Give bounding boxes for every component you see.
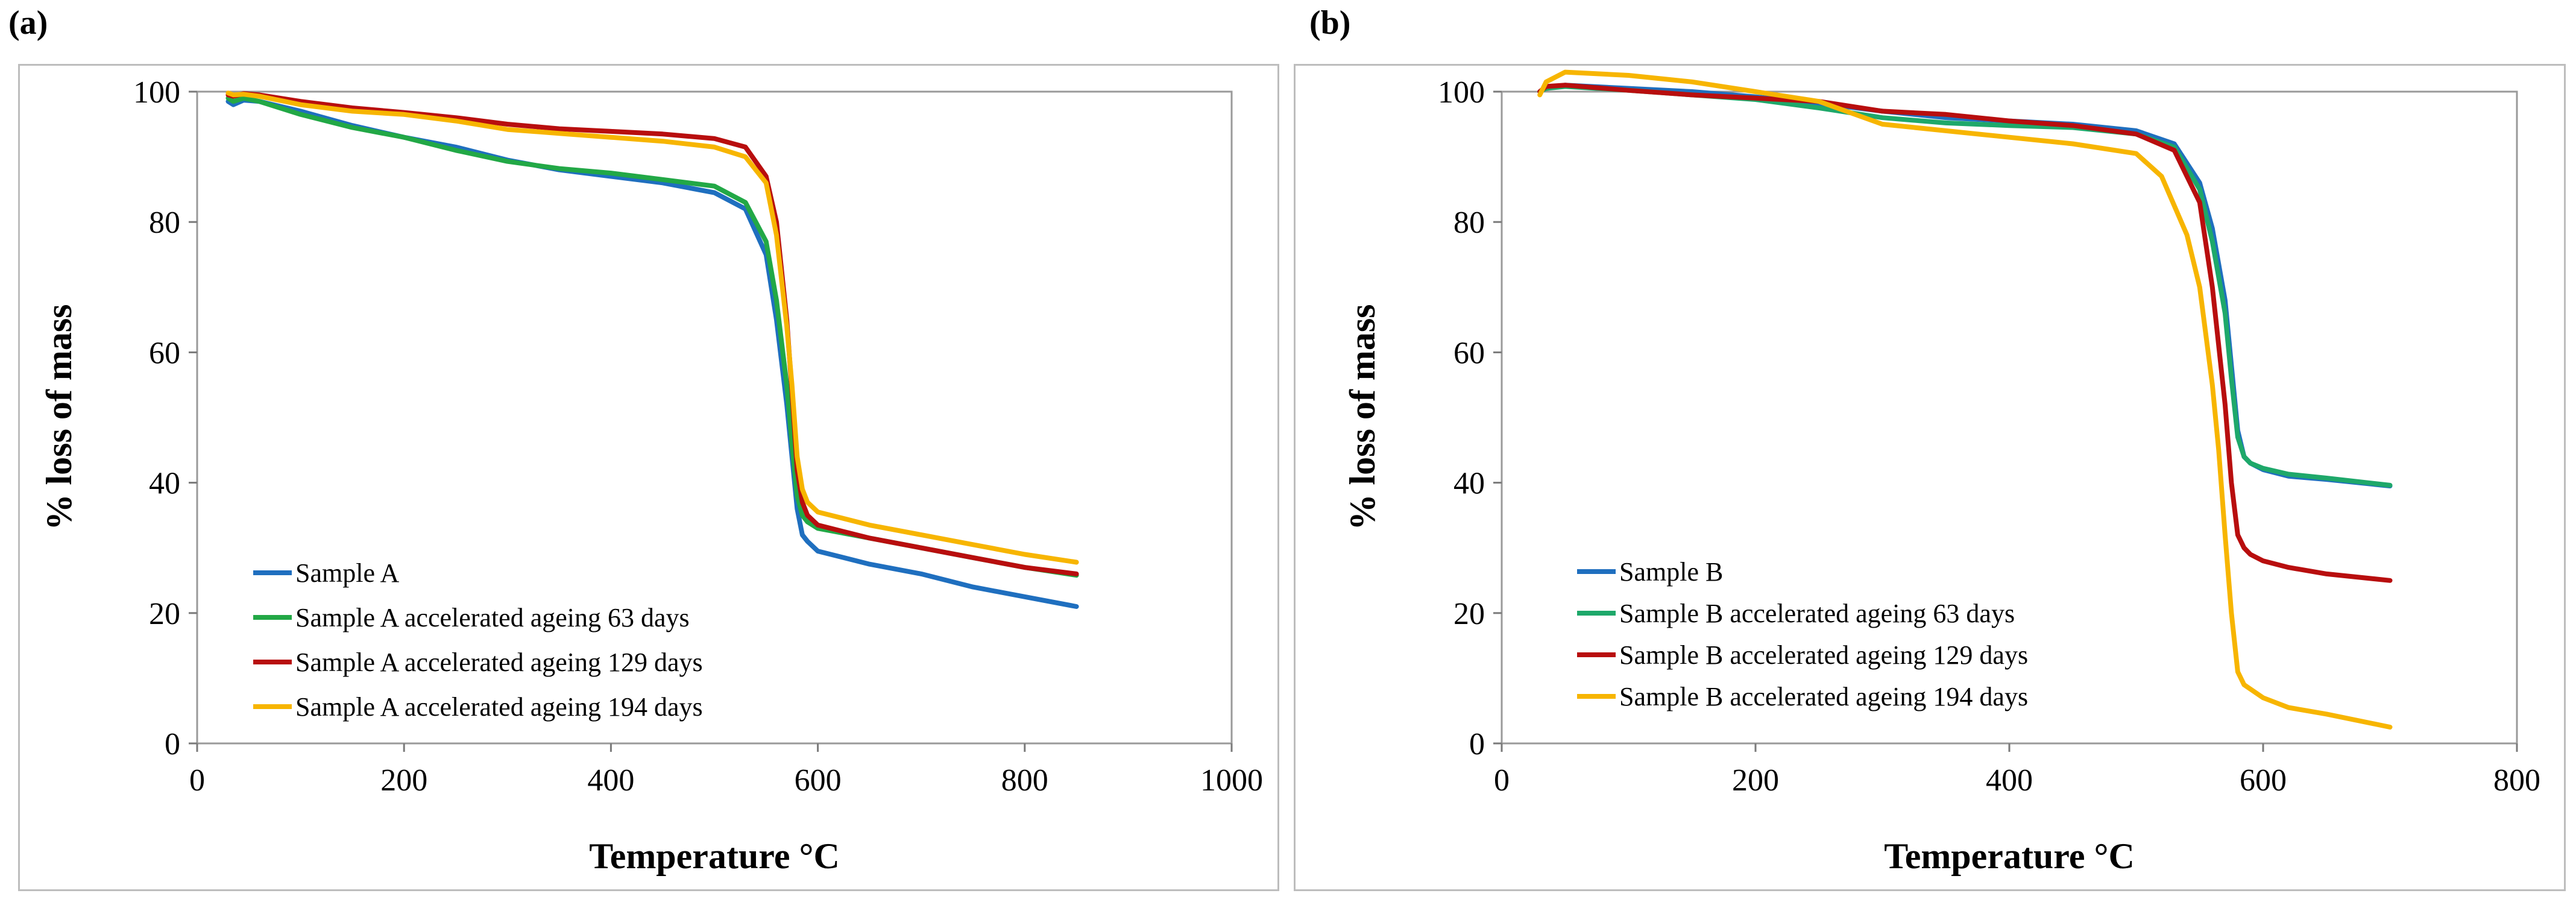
legend-label: Sample A — [295, 558, 400, 588]
y-tick-label: 100 — [1438, 75, 1485, 110]
series-line-3 — [225, 91, 1079, 576]
x-tick-label: 800 — [2493, 763, 2540, 798]
chart-a: 0 200 400 600 800 1000 0 20 40 60 80 100 Temperature… — [39, 75, 1263, 876]
y-tick-label: 80 — [149, 206, 180, 240]
legend-label: Sample B accelerated ageing 63 days — [1619, 599, 2015, 628]
x-tick-label: 1000 — [1200, 763, 1263, 798]
legend-label: Sample A accelerated ageing 194 days — [295, 692, 703, 722]
x-tick-label: 600 — [795, 763, 842, 798]
panel-label-a: (a) — [8, 4, 48, 42]
series-line-3 — [1537, 83, 2393, 583]
legend-label: Sample B — [1619, 557, 1723, 587]
y-axis-title: % loss of mass — [1343, 304, 1382, 530]
x-tick-label: 200 — [380, 763, 427, 798]
plot-area — [196, 90, 1233, 745]
chart-panel-b — [1294, 64, 2566, 891]
y-tick-label: 40 — [1453, 467, 1485, 501]
x-tick-label: 0 — [1494, 763, 1510, 798]
x-tick-label: 0 — [189, 763, 205, 798]
series-line-4 — [225, 90, 1079, 565]
series-line-2 — [1537, 84, 2393, 488]
y-tick-label: 20 — [1453, 597, 1485, 631]
y-tick-label: 0 — [165, 727, 180, 761]
legend-label: Sample A accelerated ageing 63 days — [295, 603, 690, 632]
y-tick-label: 40 — [149, 467, 180, 501]
series-line-1 — [1537, 83, 2393, 488]
chart-b: 0 200 400 600 800 0 20 40 60 80 100 Temperature °C%… — [1343, 69, 2540, 876]
panel-label-b: (b) — [1309, 4, 1351, 42]
x-tick-label: 600 — [2240, 763, 2287, 798]
y-tick-label: 100 — [133, 75, 180, 110]
series-line-4 — [1537, 69, 2393, 730]
x-tick-label: 800 — [1001, 763, 1048, 798]
legend: Sample B Sample B accelerated ageing 63 d… — [1577, 557, 2028, 711]
legend-label: Sample A accelerated ageing 129 days — [295, 648, 703, 677]
x-tick-label: 400 — [587, 763, 634, 798]
legend: Sample A Sample A accelerated ageing 63 d… — [253, 558, 703, 722]
legend-label: Sample B accelerated ageing 194 days — [1619, 682, 2028, 711]
x-tick-label: 400 — [1986, 763, 2033, 798]
x-axis-title: Temperature °C — [1884, 836, 2135, 876]
series-line-2 — [225, 95, 1079, 578]
y-tick-label: 60 — [149, 336, 180, 370]
y-tick-label: 0 — [1469, 727, 1485, 761]
x-tick-label: 200 — [1732, 763, 1779, 798]
x-axis-title: Temperature °C — [589, 836, 840, 876]
y-tick-label: 20 — [149, 597, 180, 631]
y-tick-label: 60 — [1453, 336, 1485, 370]
series-line-1 — [225, 98, 1079, 609]
y-tick-label: 80 — [1453, 206, 1485, 240]
legend-label: Sample B accelerated ageing 129 days — [1619, 640, 2028, 670]
chart-panel-a — [18, 64, 1279, 891]
y-axis-title: % loss of mass — [39, 304, 79, 530]
